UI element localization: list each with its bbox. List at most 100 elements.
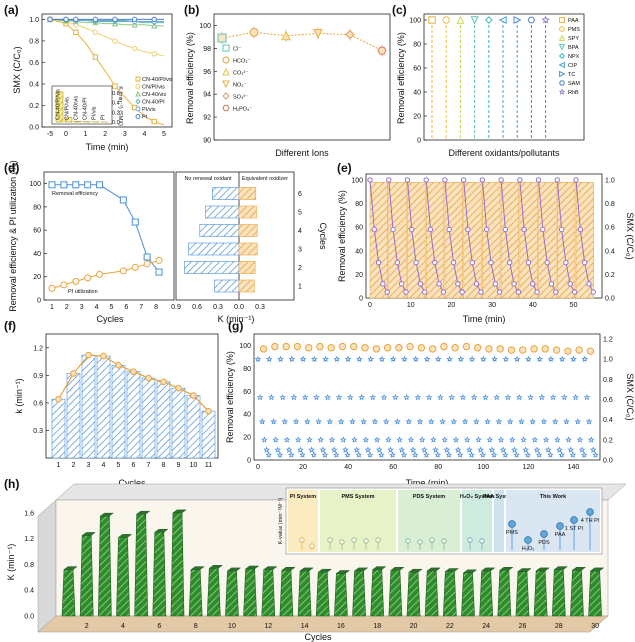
panel-h-xtick: 18 — [373, 623, 381, 630]
panel-h-bar-top — [553, 566, 569, 570]
panel-c-point — [428, 16, 436, 24]
panel-d-series-line — [51, 259, 160, 289]
panel-g-smx-point — [272, 436, 279, 443]
panel-b-ytick: 100 — [199, 23, 211, 30]
panel-f-point — [190, 392, 197, 399]
panel-e-bar — [388, 182, 407, 299]
panel-h-ytick: 0.8 — [24, 562, 34, 569]
panel-h-bar-top — [208, 565, 224, 569]
panel-f-point — [100, 352, 107, 360]
panel-g-smx-point — [276, 451, 284, 458]
panel-h-bar — [116, 537, 130, 617]
panel-g-smx-point — [349, 418, 356, 425]
panel-b-legend-label: HCO₃⁻ — [233, 59, 250, 65]
panel-g-smx-point — [475, 436, 482, 443]
panel-d-xtick: 3 — [80, 304, 84, 311]
panel-g-y2label: SMX (C/C₀) — [625, 373, 635, 420]
panel-a-legend-marker — [135, 98, 141, 105]
panel-h-inset-system-label: This Work — [540, 494, 567, 500]
panel-g-smx-point — [400, 451, 408, 458]
panel-g-smx-point — [572, 394, 579, 401]
panel-d-bar-norenewal — [184, 261, 240, 274]
panel-g-chart: Removal efficiency (%) SMX (C/C₀) Time (… — [225, 333, 635, 488]
panel-e-point — [577, 226, 584, 233]
panel-e-point — [469, 259, 475, 266]
panel-d-ytick: 40 — [33, 251, 41, 258]
panel-g-smx-point — [360, 418, 367, 425]
panel-d-point — [155, 268, 163, 276]
panel-a-xtick: 2 — [103, 131, 107, 138]
panel-h-bar-top — [426, 567, 441, 572]
panel-h-ytick: 1.6 — [24, 510, 34, 517]
panel-f-ytick: 0.9 — [33, 373, 43, 380]
panel-e-y2label: SMX (C/C₀) — [625, 212, 635, 259]
panel-a-legend-marker — [135, 84, 141, 89]
panel-g-smx-point — [418, 436, 426, 443]
panel-g-smx-point — [547, 355, 555, 362]
panel-h-bar-top — [135, 510, 151, 515]
panel-a-inset-ytick: 0.4 — [112, 101, 120, 107]
panel-g-smx-point — [385, 436, 392, 443]
panel-h-bar — [533, 570, 548, 617]
panel-h-bar — [334, 573, 348, 617]
panel-b-point — [345, 29, 355, 40]
panel-c-point — [484, 16, 493, 24]
panel-g-smx-point — [394, 418, 401, 425]
panel-g-removal-point — [507, 346, 516, 354]
panel-d-bar-equivalent — [238, 224, 258, 237]
panel-e-y2tick: 0.6 — [605, 225, 615, 232]
panel-a-ytick: 0.2 — [29, 103, 39, 110]
panel-e-point — [515, 289, 522, 295]
panel-a-inset-ytick: 0.0 — [112, 120, 120, 126]
panel-a-xtick: 1 — [84, 131, 88, 138]
panel-g-smx-point — [333, 451, 340, 458]
panel-b-point — [281, 30, 291, 41]
panel-h-bar-top — [408, 568, 423, 573]
panel-g-smx-point — [261, 436, 268, 443]
panel-g-smx-point — [287, 451, 295, 458]
panel-g-smx-point — [531, 436, 539, 443]
panel-d-bars-ytick: 1 — [298, 284, 302, 291]
panel-h-bar — [134, 513, 149, 617]
panel-f-bar — [66, 373, 81, 459]
panel-h-inset-point-label: PAA — [555, 532, 566, 538]
panel-c-label: (c) — [392, 3, 407, 17]
panel-e-point — [421, 289, 428, 295]
panel-g-removal-point — [462, 342, 471, 351]
panel-g-smx-point — [542, 436, 550, 443]
panel-e-xtick: 10 — [407, 302, 415, 309]
panel-g-xtick: 80 — [434, 464, 442, 471]
panel-d-point — [84, 181, 92, 189]
panel-h-bar — [188, 569, 203, 617]
panel-a-point — [131, 16, 138, 23]
panel-h-bar-top — [172, 509, 187, 514]
panel-g-removal-point — [552, 346, 561, 354]
panel-g-smx-point — [335, 394, 343, 401]
panel-b-ylabel: Removal efficiency (%) — [185, 32, 195, 124]
panel-d-ytick: 20 — [33, 274, 41, 281]
panel-h-inset-point — [467, 537, 473, 543]
panel-h-inset-point — [441, 538, 447, 544]
panel-h-inset-band — [506, 490, 600, 552]
panel-g-smx-point — [565, 436, 572, 443]
panel-g-smx-point — [461, 418, 469, 425]
panel-g-smx-point — [434, 355, 442, 362]
panel-g-removal-point — [406, 342, 414, 351]
panel-d-bars-ytick: 5 — [298, 210, 302, 217]
panel-h-bar-top — [535, 567, 550, 572]
panel-h-inset-band — [494, 490, 504, 552]
panel-f-bar — [141, 377, 156, 459]
panel-h-xtick: 14 — [301, 623, 309, 630]
panel-e-ytick: 80 — [355, 201, 363, 208]
panel-g-xtick: 140 — [568, 464, 580, 471]
panel-g-smx-point — [328, 436, 336, 443]
panel-h-bar — [570, 569, 584, 617]
panel-h-ylabel: K (min⁻¹) — [6, 544, 16, 581]
panel-h-bar-top — [499, 566, 514, 571]
panel-g-smx-point — [319, 446, 327, 453]
panel-g-smx-point — [423, 355, 431, 362]
panel-g-removal-point — [305, 344, 313, 352]
panel-g-smx-point — [389, 355, 397, 362]
panel-d-bars-ytick: 2 — [298, 265, 302, 272]
panel-d-bar-equivalent — [238, 279, 255, 293]
